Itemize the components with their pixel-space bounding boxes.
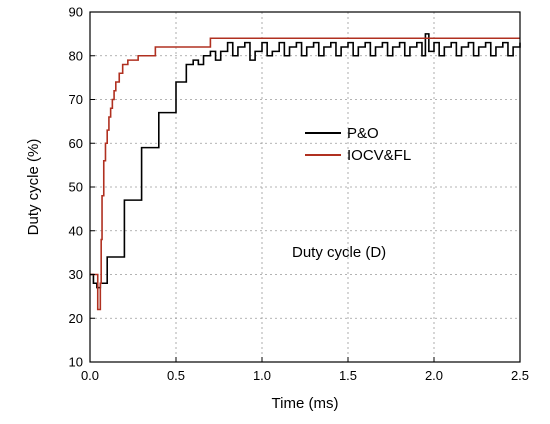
y-tick-label: 90: [69, 5, 83, 20]
legend: P&O IOCV&FL: [305, 125, 411, 164]
y-tick-label: 20: [69, 311, 83, 326]
x-tick-label: 2.5: [511, 368, 529, 383]
legend-label: IOCV&FL: [347, 147, 411, 164]
y-tick-label: 80: [69, 48, 83, 63]
x-tick-label: 1.5: [339, 368, 357, 383]
y-axis-title: Duty cycle (%): [25, 139, 42, 236]
y-tick-label: 50: [69, 180, 83, 195]
y-tick-label: 70: [69, 92, 83, 107]
series-layer: [90, 33, 521, 311]
x-tick-label: 0.5: [167, 368, 185, 383]
y-tick-label: 30: [69, 267, 83, 282]
series-line-p-and-o: [90, 33, 521, 289]
grid-lines: [90, 12, 520, 362]
x-axis-title: Time (ms): [272, 395, 339, 412]
y-tick-label: 40: [69, 223, 83, 238]
annotation-duty-cycle: Duty cycle (D): [292, 244, 386, 261]
x-tick-label: 1.0: [253, 368, 271, 383]
legend-label: P&O: [347, 125, 379, 142]
x-tick-label: 0.0: [81, 368, 99, 383]
x-tick-label: 2.0: [425, 368, 443, 383]
axis-ticks: 0.0 0.5 1.0 1.5 2.0 2.5 10 20 30 40 50 60 70 80 90: [69, 5, 530, 384]
series-line-iocv-fl: [90, 37, 520, 311]
y-tick-label: 10: [69, 355, 83, 370]
y-tick-label: 60: [69, 136, 83, 151]
